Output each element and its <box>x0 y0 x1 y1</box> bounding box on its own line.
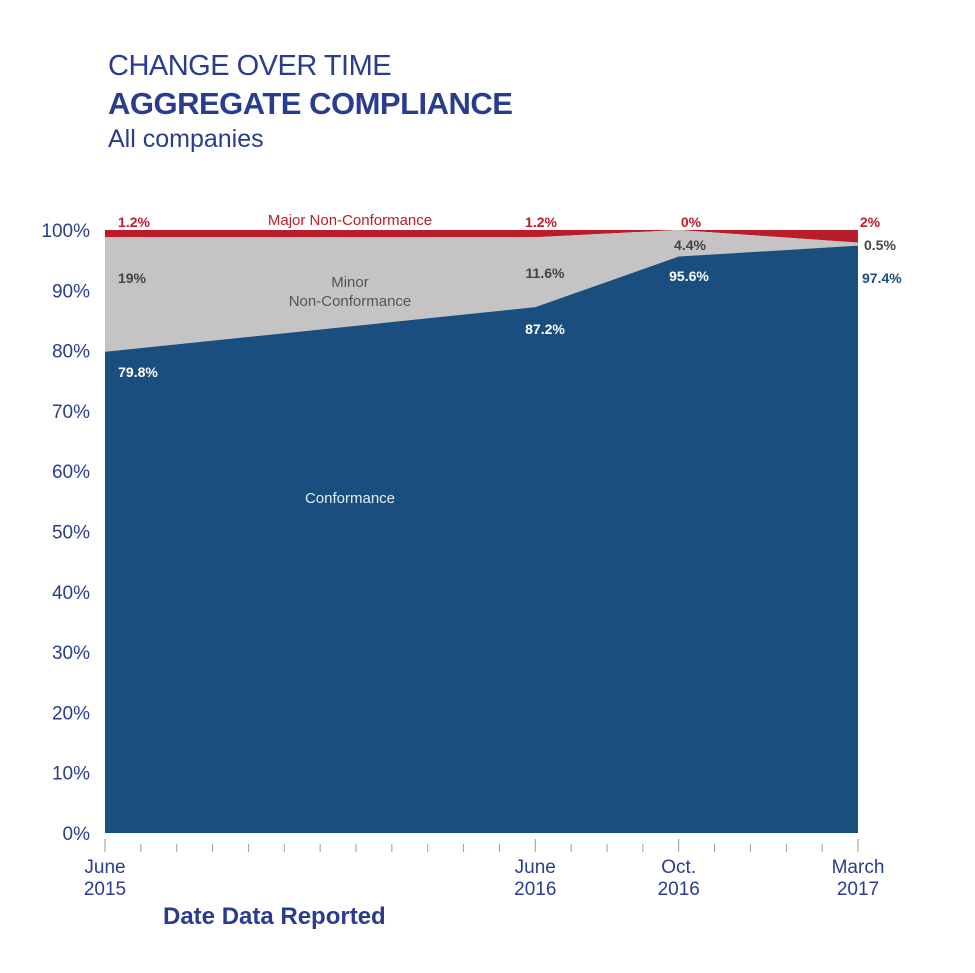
y-tick-label: 70% <box>52 402 90 423</box>
series-label-major: Major Non-Conformance <box>268 212 432 229</box>
minor-data-label: 4.4% <box>674 237 706 253</box>
x-tick-label: 2016 <box>514 879 556 900</box>
x-tick-label: Oct. <box>661 857 696 878</box>
x-axis-title: Date Data Reported <box>163 903 386 930</box>
major-data-label: 2% <box>860 214 881 230</box>
chart-title-line1: CHANGE OVER TIME <box>108 50 392 82</box>
y-tick-label: 0% <box>63 824 91 845</box>
conformance-data-label: 97.4% <box>862 270 902 286</box>
series-label-minor: Minor <box>331 274 369 291</box>
x-tick-label: March <box>832 857 885 878</box>
y-tick-label: 90% <box>52 281 90 302</box>
conformance-data-label: 95.6% <box>669 268 709 284</box>
y-tick-label: 40% <box>52 583 90 604</box>
series-label-minor: Non-Conformance <box>289 293 412 310</box>
minor-data-label: 11.6% <box>526 265 565 281</box>
x-minor-ticks <box>104 839 859 852</box>
series-labels: Major Non-Conformance Minor Non-Conformanc… <box>268 212 432 507</box>
major-data-label: 1.2% <box>525 214 557 230</box>
y-tick-label: 50% <box>52 523 90 544</box>
chart-title-line2: AGGREGATE COMPLIANCE <box>108 86 513 121</box>
data-labels: 1.2% 1.2% 0% 2% 19% 11.6% 4.4% 0.5% 79.8% 87.2% 95… <box>118 214 902 380</box>
minor-nonconformance-area <box>105 230 858 352</box>
series-label-conformance: Conformance <box>305 490 395 507</box>
major-data-label: 0% <box>681 214 702 230</box>
x-tick-label: June <box>84 857 125 878</box>
x-tick-label: June <box>515 857 556 878</box>
y-tick-label: 80% <box>52 342 90 363</box>
x-tick-label: 2017 <box>837 879 879 900</box>
conformance-data-label: 79.8% <box>118 364 158 380</box>
area-layer <box>105 230 858 834</box>
y-tick-label: 60% <box>52 462 90 483</box>
conformance-area <box>105 245 858 834</box>
y-tick-label: 100% <box>41 221 90 242</box>
x-tick-label: 2016 <box>658 879 700 900</box>
major-nonconformance-area <box>105 230 858 243</box>
y-axis-labels: 0% 10% 20% 30% 40% 50% 60% 70% 80% 90% 100% <box>41 221 90 845</box>
y-tick-label: 30% <box>52 643 90 664</box>
major-data-label: 1.2% <box>118 214 150 230</box>
y-tick-label: 20% <box>52 703 90 724</box>
minor-data-label: 0.5% <box>864 237 896 253</box>
minor-data-label: 19% <box>118 270 147 286</box>
x-tick-label: 2015 <box>84 879 126 900</box>
y-tick-label: 10% <box>52 764 90 785</box>
chart-subtitle: All companies <box>108 125 264 153</box>
conformance-data-label: 87.2% <box>525 321 565 337</box>
